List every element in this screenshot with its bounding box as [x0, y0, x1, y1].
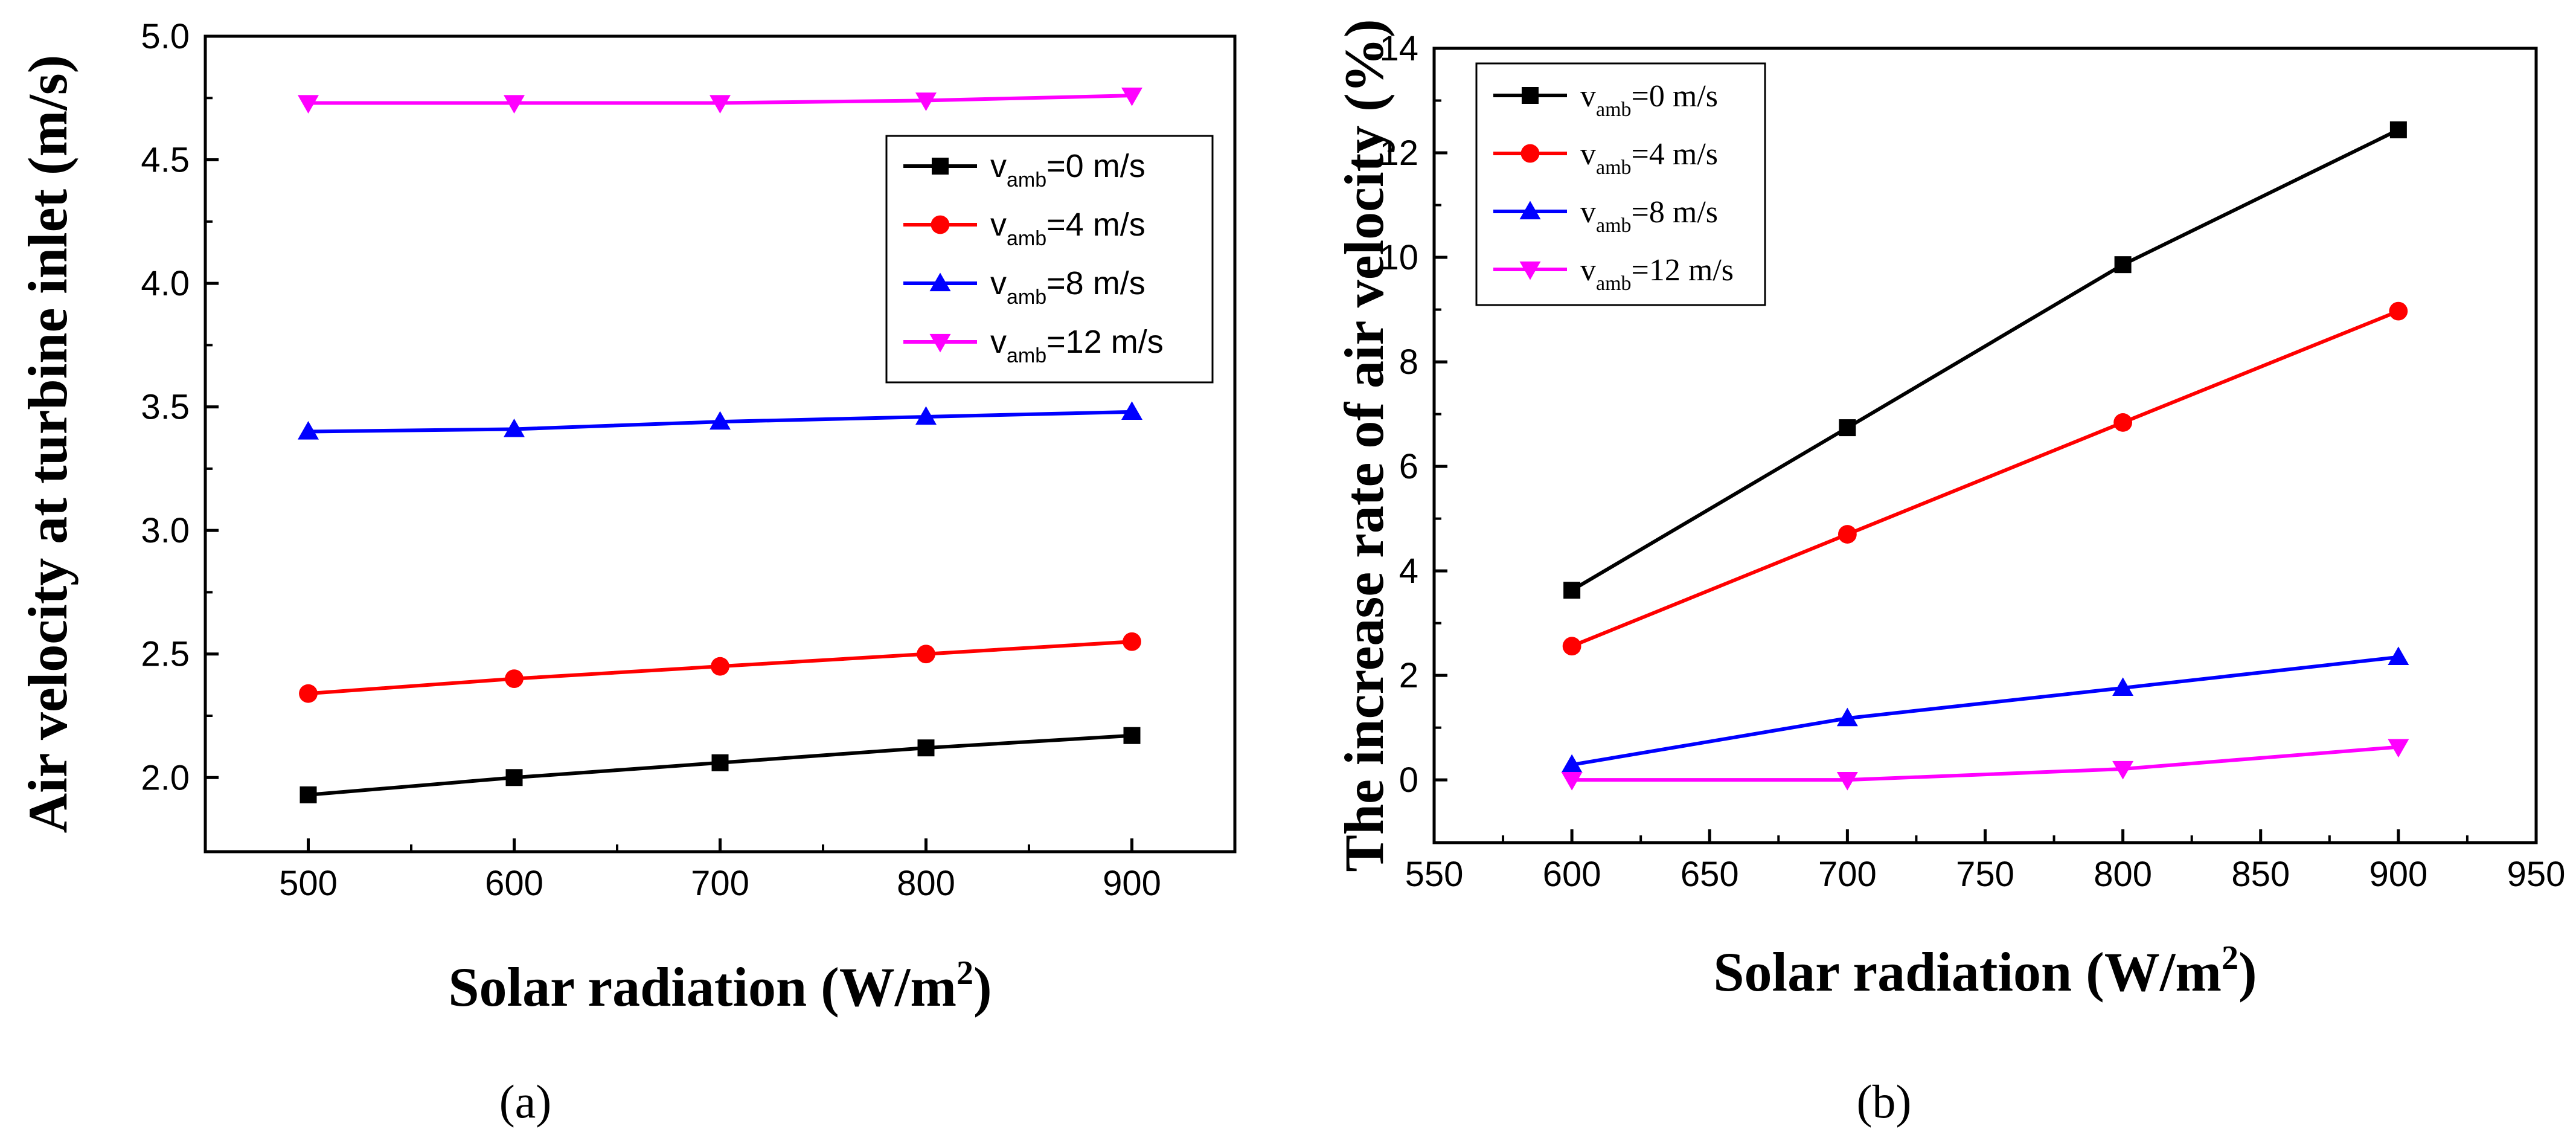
- x-axis-title-b: Solar radiation (W/m2): [1713, 939, 2257, 1003]
- legend-label-b-3: vamb=12 m/s: [1580, 253, 1734, 295]
- legend-marker-b-3: [1519, 261, 1541, 280]
- data-point-b-0-1: [1839, 419, 1856, 437]
- y-tick-label-b-6: 12: [1379, 133, 1418, 173]
- x-tick-label-b-2: 650: [1680, 855, 1739, 894]
- x-tick-label-b-1: 600: [1543, 855, 1601, 894]
- x-tick-label-a-4: 900: [1103, 864, 1161, 903]
- data-point-b-3-1: [1836, 772, 1858, 791]
- data-point-b-3-2: [2112, 760, 2134, 780]
- y-tick-label-a-1: 2.5: [141, 635, 190, 674]
- x-tick-label-a-1: 600: [485, 864, 543, 903]
- data-point-b-0-3: [2389, 121, 2407, 138]
- series-line-b-3: [1572, 745, 2399, 782]
- data-point-a-0-1: [505, 769, 523, 786]
- legend-label-a-1: vamb=4 m/s: [990, 207, 1145, 250]
- legend-marker-a-0: [932, 158, 949, 175]
- data-point-b-3-3: [2388, 739, 2409, 758]
- x-tick-label-b-8: 950: [2507, 855, 2566, 894]
- data-point-b-1-1: [1837, 525, 1857, 544]
- x-tick-label-b-4: 750: [1956, 855, 2014, 894]
- data-point-a-0-4: [1123, 727, 1141, 744]
- y-tick-label-b-4: 8: [1399, 342, 1418, 382]
- data-point-a-1-4: [1123, 632, 1141, 651]
- x-tick-label-a-2: 700: [691, 864, 749, 903]
- legend-label-a-0: vamb=0 m/s: [990, 148, 1145, 191]
- data-point-b-1-3: [2389, 301, 2408, 321]
- legend-marker-a-3: [929, 333, 951, 353]
- legend-label-b-2: vamb=8 m/s: [1580, 195, 1718, 237]
- x-tick-label-b-6: 850: [2231, 855, 2290, 894]
- legend-marker-b-0: [1522, 87, 1539, 104]
- series-line-b-1: [1571, 309, 2399, 648]
- y-tick-label-a-6: 5.0: [141, 17, 190, 56]
- data-point-a-3-4: [1121, 88, 1142, 106]
- series-line-b-0: [1571, 128, 2400, 592]
- legend-marker-a-1: [931, 215, 950, 234]
- data-point-b-2-3: [2388, 646, 2409, 666]
- y-tick-label-a-4: 4.0: [141, 264, 190, 303]
- y-tick-label-b-3: 6: [1399, 447, 1418, 486]
- data-point-a-2-3: [915, 406, 937, 425]
- data-point-a-2-4: [1121, 401, 1142, 420]
- data-point-a-2-1: [504, 418, 525, 437]
- data-point-a-3-1: [504, 95, 525, 114]
- data-point-a-3-3: [915, 92, 937, 111]
- legend-marker-b-1: [1520, 144, 1540, 163]
- legend-label-a-3: vamb=12 m/s: [990, 324, 1164, 367]
- y-tick-label-a-3: 3.5: [141, 388, 190, 427]
- data-point-a-2-2: [710, 411, 731, 430]
- legend-marker-b-2: [1519, 201, 1541, 220]
- data-point-b-1-0: [1562, 637, 1581, 656]
- data-point-a-3-2: [710, 95, 731, 114]
- data-point-b-2-0: [1561, 754, 1583, 773]
- legend-label-b-0: vamb=0 m/s: [1580, 79, 1718, 121]
- data-point-a-1-3: [917, 645, 935, 664]
- data-point-a-2-0: [298, 421, 319, 440]
- data-point-b-3-0: [1561, 772, 1583, 791]
- data-point-a-1-0: [299, 684, 318, 703]
- data-point-a-1-1: [505, 669, 524, 689]
- data-point-b-0-0: [1563, 582, 1581, 599]
- y-tick-label-b-7: 14: [1379, 29, 1418, 68]
- legend-label-b-1: vamb=4 m/s: [1580, 137, 1718, 179]
- data-point-a-1-2: [711, 657, 729, 676]
- y-tick-label-a-5: 4.5: [141, 141, 190, 180]
- y-tick-label-a-2: 3.0: [141, 511, 190, 550]
- chart-a: 500 600 700 800 900 2.0 2.5 3.0 3.5 4.0 4.5 5.0 Sola…: [17, 17, 1237, 1128]
- data-point-b-0-2: [2114, 256, 2132, 274]
- chart-b: 550 600 650 700 750 800 850 900 950 0 2 4 6 8 10 12 14 So…: [1333, 19, 2565, 1128]
- x-tick-label-a-3: 800: [897, 864, 955, 903]
- y-tick-label-b-0: 0: [1399, 760, 1418, 800]
- x-tick-label-b-5: 800: [2094, 855, 2152, 894]
- data-point-a-0-3: [917, 739, 935, 757]
- y-tick-label-b-2: 4: [1399, 551, 1418, 591]
- x-tick-label-b-0: 550: [1405, 855, 1464, 894]
- y-tick-label-b-5: 10: [1379, 238, 1418, 277]
- caption-a: (a): [499, 1075, 552, 1128]
- x-axis-title-a: Solar radiation (W/m2): [448, 954, 992, 1018]
- data-point-b-1-2: [2113, 413, 2133, 432]
- x-tick-label-b-3: 700: [1818, 855, 1877, 894]
- series-line-b-2: [1571, 655, 2399, 767]
- y-axis-title-a: Air velocity at turbine inlet (m/s): [17, 55, 78, 834]
- x-tick-label-a-0: 500: [279, 864, 338, 903]
- caption-b: (b): [1857, 1075, 1912, 1128]
- y-tick-label-a-0: 2.0: [141, 758, 190, 797]
- data-point-a-0-2: [711, 754, 729, 771]
- y-axis-title-b: The increase rate of air velocity (%): [1333, 19, 1395, 872]
- data-point-a-3-0: [298, 95, 319, 114]
- legend-marker-a-2: [929, 272, 951, 292]
- data-point-a-0-0: [300, 786, 317, 803]
- data-point-b-2-2: [2112, 677, 2134, 696]
- x-tick-label-b-7: 900: [2369, 855, 2427, 894]
- y-tick-label-b-1: 2: [1399, 656, 1418, 695]
- legend-label-a-2: vamb=8 m/s: [990, 265, 1145, 309]
- data-point-b-2-1: [1836, 707, 1858, 727]
